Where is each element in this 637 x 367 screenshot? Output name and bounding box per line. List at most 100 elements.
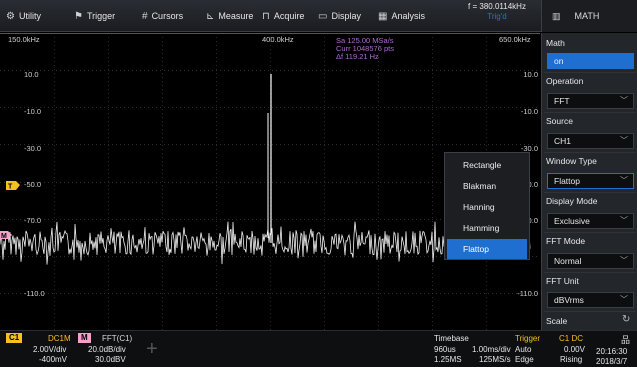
gear-icon: ⚙: [6, 10, 15, 22]
monitor-icon: ▭: [318, 10, 328, 22]
operation-value: FFT: [554, 96, 570, 106]
delta-f-info: Δf 119.21 Hz: [336, 52, 379, 61]
math-offset: 30.0dBV: [95, 355, 126, 364]
level-label-left: -70.0: [24, 216, 41, 225]
source-select[interactable]: CH1 ﹀: [547, 133, 634, 149]
menu-trigger[interactable]: ⚑ Trigger: [74, 0, 115, 32]
add-channel-icon[interactable]: +: [146, 338, 158, 360]
math-tag[interactable]: M: [78, 333, 91, 343]
fft-mode-select[interactable]: Normal ﹀: [547, 253, 634, 269]
display-mode-value: Exclusive: [554, 216, 590, 226]
trigger-label: Trigger: [515, 334, 541, 343]
level-label-right: -10.0: [521, 107, 538, 116]
window-type-value: Flattop: [554, 176, 580, 186]
fft-unit-value: dBVrms: [554, 295, 584, 305]
level-label-left: -10.0: [24, 107, 41, 116]
fft-unit-select[interactable]: dBVrms ﹀: [547, 292, 634, 308]
fft-mode-label: FFT Mode: [546, 236, 586, 246]
ch1-scale: 2.00V/div: [33, 345, 67, 354]
menu-measure[interactable]: ⊾ Measure: [206, 0, 253, 32]
trigger-slope: Rising: [560, 355, 583, 364]
chevron-down-icon: ﹀: [620, 176, 628, 185]
chevron-down-icon: ﹀: [620, 136, 628, 145]
option-rectangle[interactable]: Rectangle: [463, 160, 502, 170]
menu-analysis[interactable]: ▦ Analysis: [378, 0, 425, 32]
frequency-value: f = 380.0114kHz: [468, 2, 526, 11]
menu-label: Measure: [218, 11, 254, 21]
option-blakman[interactable]: Blakman: [463, 181, 497, 191]
chevron-down-icon: ﹀: [620, 96, 628, 105]
level-label-left: -50.0: [24, 180, 41, 189]
ch1-coupling: DC1M: [48, 334, 71, 343]
flag-icon: ⚑: [74, 10, 83, 22]
option-hamming[interactable]: Hamming: [463, 223, 500, 233]
source-value: CH1: [554, 136, 572, 146]
freq-left-label: 150.0kHz: [8, 35, 40, 44]
option-flattop[interactable]: Flattop: [447, 239, 527, 259]
operation-label: Operation: [546, 76, 584, 86]
window-type-dropdown[interactable]: Rectangle Blakman Hanning Hamming Flatto…: [444, 152, 530, 260]
menu-display[interactable]: ▭ Display: [318, 0, 361, 32]
math-label: Math: [546, 38, 565, 48]
math-header-label: MATH: [574, 11, 600, 21]
hash-icon: #: [142, 10, 148, 22]
timebase-label: Timebase: [434, 334, 469, 343]
fft-mode-value: Normal: [554, 256, 582, 266]
freq-right-label: 650.0kHz: [499, 35, 531, 44]
sample-rate-info: Sa 125.00 MSa/s: [336, 36, 394, 45]
network-icon: 品: [621, 335, 631, 345]
chevron-down-icon: ﹀: [620, 256, 628, 265]
trigger-level: 0.00V: [564, 345, 585, 354]
sample-rate: 125MS/s: [479, 355, 511, 364]
refresh-icon[interactable]: ↻: [622, 314, 631, 325]
operation-select[interactable]: FFT ﹀: [547, 93, 634, 109]
divider: [544, 232, 636, 233]
math-toggle[interactable]: on: [547, 53, 634, 69]
trigger-type: Edge: [515, 355, 534, 364]
trigger-status: Trig'd: [487, 12, 507, 21]
menu-acquire[interactable]: ⊓ Acquire: [262, 0, 304, 32]
fft-spectrum-trace: [0, 221, 531, 265]
chart-icon: ⊾: [206, 10, 215, 22]
divider: [544, 311, 636, 312]
ch1-tag[interactable]: C1: [6, 333, 23, 343]
menu-cursors[interactable]: # Cursors: [142, 0, 183, 32]
ch1-offset: -400mV: [39, 355, 68, 364]
clock-time: 20:16:30: [596, 347, 628, 356]
menu-label: Acquire: [273, 11, 305, 21]
window-type-label: Window Type: [546, 156, 597, 166]
display-mode-label: Display Mode: [546, 196, 598, 206]
trigger-source: C1 DC: [559, 334, 584, 343]
math-menu-header[interactable]: ▥ MATH: [541, 0, 637, 32]
frequency-readout: f = 380.0114kHz Trig'd: [456, 2, 538, 22]
chevron-down-icon: ﹀: [620, 216, 628, 225]
divider: [544, 152, 636, 153]
level-label-right: 10.0: [523, 70, 538, 79]
math-source: FFT(C1): [102, 334, 133, 343]
timebase-delay: 960us: [434, 345, 456, 354]
math-level-marker[interactable]: M: [0, 231, 12, 240]
trigger-marker-label: T: [8, 184, 13, 191]
level-label-left: 10.0: [24, 70, 39, 79]
memory-depth: 1.25MS: [434, 355, 462, 364]
divider: [544, 192, 636, 193]
source-label: Source: [546, 116, 573, 126]
math-toggle-value: on: [554, 56, 564, 66]
math-scale: 20.0dB/div: [88, 345, 126, 354]
menu-utility[interactable]: ⚙ Utility: [6, 0, 41, 32]
scale-label[interactable]: Scale: [546, 316, 568, 326]
option-hanning[interactable]: Hanning: [463, 202, 495, 212]
level-label-right: -30.0: [521, 144, 538, 153]
ch1-level-marker[interactable]: T: [6, 181, 20, 191]
chevron-down-icon: ﹀: [620, 295, 628, 304]
menu-label: Utility: [18, 11, 41, 21]
divider: [544, 272, 636, 273]
display-mode-select[interactable]: Exclusive ﹀: [547, 213, 634, 229]
divider: [544, 72, 636, 73]
freq-center-label: 400.0kHz: [262, 35, 294, 44]
analysis-icon: ▦: [378, 10, 388, 22]
window-type-select[interactable]: Flattop ﹀: [547, 173, 634, 189]
level-label-right: -110.0: [517, 289, 538, 298]
menu-label: Trigger: [86, 11, 116, 21]
